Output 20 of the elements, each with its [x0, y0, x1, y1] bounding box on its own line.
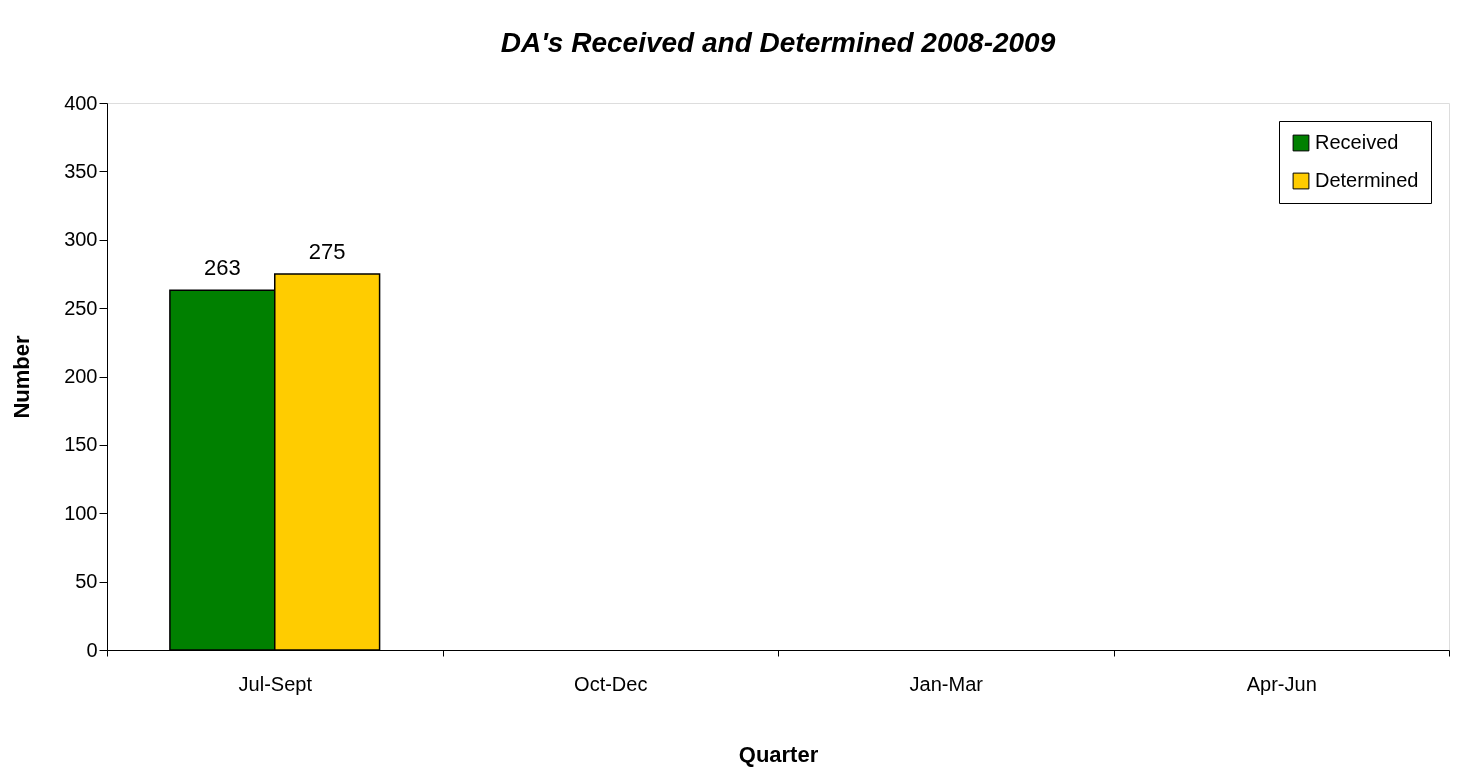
- y-tick-label: 150: [64, 433, 98, 456]
- x-tick-label: Apr-Jun: [1246, 672, 1317, 695]
- y-tick-label: 50: [75, 570, 98, 593]
- y-tick-label: 250: [64, 296, 98, 319]
- x-tick-label: Oct-Dec: [574, 672, 648, 695]
- legend-label: Received: [1315, 131, 1399, 153]
- data-label: 263: [203, 255, 241, 281]
- x-tick-label: Jan-Mar: [909, 672, 984, 695]
- data-label: 275: [308, 238, 346, 264]
- y-tick-label: 100: [64, 501, 98, 524]
- y-tick-label: 200: [64, 365, 98, 387]
- y-tick-label: 0: [86, 638, 98, 661]
- legend-label: Determined: [1315, 169, 1419, 191]
- y-axis-title: Number: [9, 335, 35, 419]
- y-tick-label: 400: [64, 91, 98, 114]
- y-tick-label: 350: [64, 159, 98, 182]
- chart-title: DA's Received and Determined 2008-2009: [500, 27, 1056, 58]
- x-tick-label: Jul-Sept: [238, 672, 313, 695]
- y-tick-label: 300: [64, 228, 98, 251]
- x-axis-title: Quarter: [738, 741, 819, 767]
